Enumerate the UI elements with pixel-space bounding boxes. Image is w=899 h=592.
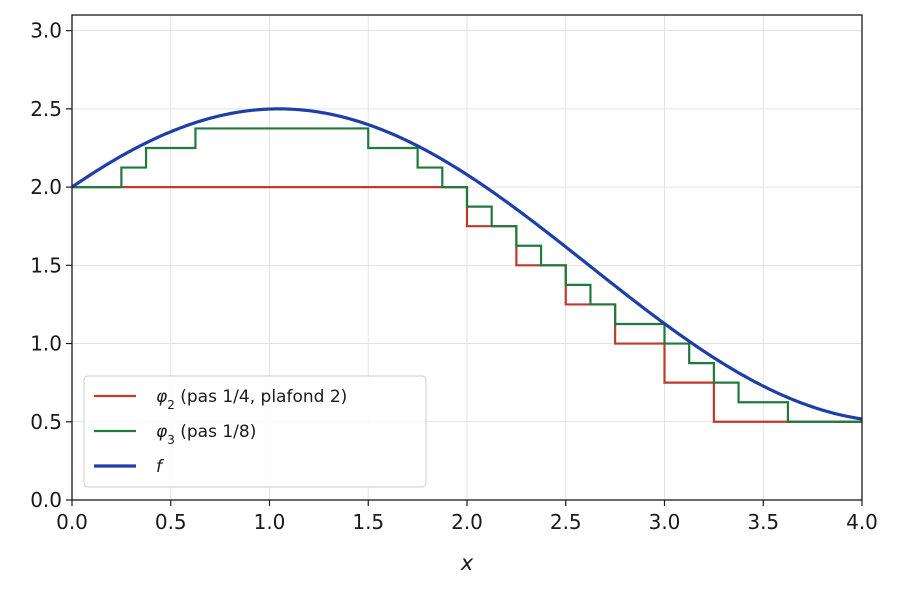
legend-box	[83, 375, 427, 488]
x-tick-label: 1.0	[254, 510, 286, 534]
x-tick-label: 0.5	[155, 510, 187, 534]
y-tick-label: 1.5	[30, 253, 62, 277]
x-tick-label: 3.5	[747, 510, 779, 534]
x-tick-label: 1.5	[352, 510, 384, 534]
x-axis-label: x	[460, 551, 474, 575]
y-tick-label: 1.0	[30, 332, 62, 356]
axis-ticks: 0.0 0.5 1.0 1.5 2.0 2.5 3.0 3.5 4.0 0.0 0.5 1.0 1.5 2…	[30, 19, 878, 534]
series-layer	[71, 107, 863, 423]
x-tick-label: 4.0	[846, 510, 878, 534]
series-line-f	[71, 107, 863, 421]
series-line-2	[72, 127, 862, 423]
legend-symbol: φ	[156, 422, 168, 442]
legend-description: (pas 1/4, plafond 2)	[175, 387, 347, 407]
legend-label-2: φ3 (pas 1/8)	[156, 422, 256, 447]
y-tick-label: 0.5	[30, 410, 62, 434]
legend: φ2 (pas 1/4, plafond 2)φ3 (pas 1/8)f	[83, 375, 427, 488]
x-tick-label: 2.0	[451, 510, 483, 534]
legend-symbol: f	[156, 457, 165, 477]
series-line-1	[72, 186, 862, 423]
y-tick-label: 0.0	[30, 488, 62, 512]
x-tick-label: 3.0	[649, 510, 681, 534]
legend-subscript: 3	[167, 433, 175, 447]
legend-symbol: φ	[156, 387, 168, 407]
legend-description: (pas 1/8)	[175, 422, 257, 442]
x-tick-label: 2.5	[550, 510, 582, 534]
x-tick-label: 0.0	[56, 510, 88, 534]
legend-label-3: f	[156, 457, 165, 477]
y-tick-label: 3.0	[30, 19, 62, 43]
legend-label-1: φ2 (pas 1/4, plafond 2)	[156, 387, 347, 412]
y-tick-label: 2.0	[30, 175, 62, 199]
legend-subscript: 2	[167, 398, 175, 412]
y-tick-label: 2.5	[30, 97, 62, 121]
